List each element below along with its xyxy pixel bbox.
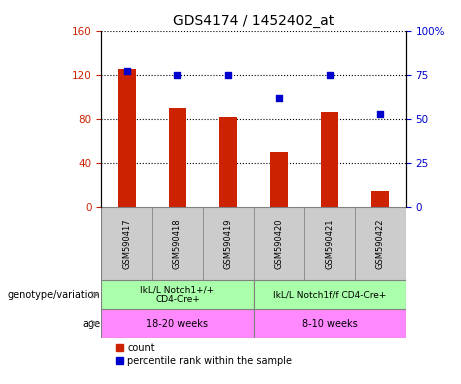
Bar bbox=[270, 152, 288, 207]
Point bbox=[174, 72, 181, 78]
Bar bbox=[219, 117, 237, 207]
Bar bbox=[101, 207, 152, 280]
Bar bbox=[169, 108, 186, 207]
Text: genotype/variation: genotype/variation bbox=[8, 290, 100, 300]
Text: GSM590417: GSM590417 bbox=[122, 218, 131, 269]
Title: GDS4174 / 1452402_at: GDS4174 / 1452402_at bbox=[173, 14, 334, 28]
Point bbox=[326, 72, 333, 78]
Bar bbox=[304, 207, 355, 280]
Bar bbox=[254, 280, 406, 309]
Text: age: age bbox=[82, 318, 100, 329]
Bar bbox=[101, 309, 254, 338]
Bar bbox=[355, 207, 406, 280]
Bar bbox=[254, 309, 406, 338]
Legend: count, percentile rank within the sample: count, percentile rank within the sample bbox=[116, 343, 292, 366]
Point bbox=[123, 68, 130, 74]
Bar bbox=[254, 207, 304, 280]
Bar bbox=[118, 70, 136, 207]
Text: GSM590419: GSM590419 bbox=[224, 218, 233, 269]
Point bbox=[377, 111, 384, 117]
Bar bbox=[321, 113, 338, 207]
Bar bbox=[152, 207, 203, 280]
Text: GSM590420: GSM590420 bbox=[274, 218, 284, 269]
Text: 8-10 weeks: 8-10 weeks bbox=[302, 318, 357, 329]
Point bbox=[275, 95, 283, 101]
Text: GSM590421: GSM590421 bbox=[325, 218, 334, 269]
Bar bbox=[203, 207, 254, 280]
Text: GSM590418: GSM590418 bbox=[173, 218, 182, 269]
Text: IkL/L Notch1f/f CD4-Cre+: IkL/L Notch1f/f CD4-Cre+ bbox=[273, 290, 386, 299]
Bar bbox=[101, 280, 254, 309]
Text: GSM590422: GSM590422 bbox=[376, 218, 385, 269]
Bar bbox=[372, 191, 389, 207]
Text: 18-20 weeks: 18-20 weeks bbox=[147, 318, 208, 329]
Point bbox=[225, 72, 232, 78]
Text: IkL/L Notch1+/+
CD4-Cre+: IkL/L Notch1+/+ CD4-Cre+ bbox=[141, 285, 214, 305]
